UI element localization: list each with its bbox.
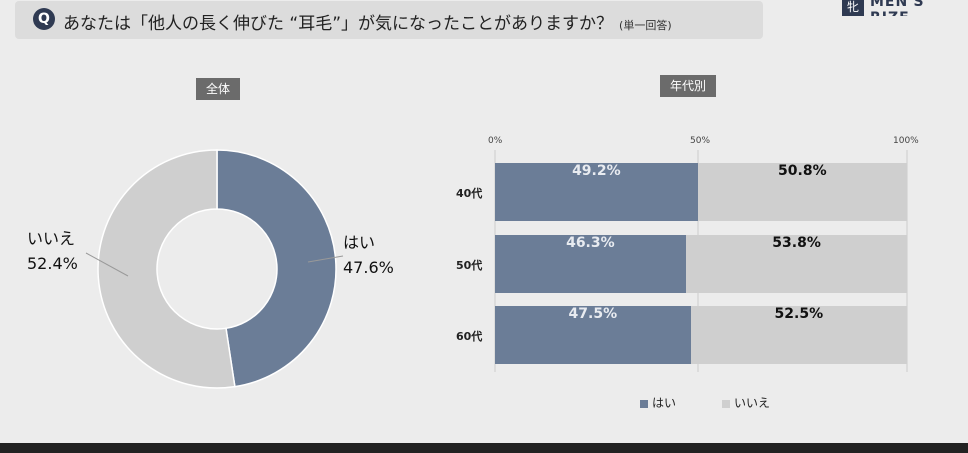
row-label-60s: 60代 [456, 330, 483, 343]
footer-bar [0, 443, 968, 453]
bar-label-no-2: 52.5% [774, 306, 824, 322]
leader-line-no [85, 252, 129, 277]
question-banner: Q あなたは「他人の長く伸びた “耳毛”」が気になったことがありますか？ (単一回… [15, 1, 763, 39]
bar-yes-2: 47.5% [495, 306, 691, 364]
slice-label-no-value: 52.4% [27, 254, 78, 273]
brand-logo: 牝 MEN'S RIZE [842, 0, 968, 16]
row-label-50s: 50代 [456, 259, 483, 272]
legend-yes-swatch [640, 399, 648, 408]
row-label-40s: 40代 [456, 187, 483, 200]
bar-no-0: 50.8% [697, 163, 907, 221]
bar-yes-1: 46.3% [495, 235, 686, 293]
legend-yes-label: はい [652, 396, 677, 410]
x-tick-100: 100% [893, 136, 919, 146]
question-body: あなたは「他人の長く伸びた “耳毛”」が気になったことがありますか？ [63, 14, 614, 34]
slice-label-yes-name: はい [343, 233, 376, 252]
slice-label-no-name: いいえ [27, 229, 76, 248]
legend-no-label: いいえ [734, 396, 771, 410]
x-tick-50: 50% [690, 136, 711, 146]
bar-label-no-1: 53.8% [772, 235, 821, 251]
question-badge: Q [33, 8, 55, 30]
legend-no-swatch [722, 399, 730, 408]
bar-no-1: 53.8% [685, 235, 908, 293]
bar-label-yes-0: 49.2% [572, 163, 621, 179]
bar-yes-0: 49.2% [495, 163, 698, 221]
brand-name: MEN'S RIZE [870, 0, 925, 16]
bar-label-yes-1: 46.3% [566, 235, 615, 251]
bar-no-2: 52.5% [690, 306, 907, 364]
question-note: (単一回答) [619, 19, 672, 32]
slice-label-yes: はい 47.6% [343, 230, 394, 280]
brand-mark: 牝 [842, 0, 864, 16]
donut-title: 全体 [196, 78, 241, 100]
bar-label-yes-2: 47.5% [568, 306, 618, 322]
bar-label-no-0: 50.8% [778, 163, 827, 179]
slice-label-no: いいえ 52.4% [27, 226, 78, 276]
question-text: あなたは「他人の長く伸びた “耳毛”」が気になったことがありますか？ (単一回答) [63, 9, 672, 34]
legend-yes: はい [640, 394, 676, 411]
legend-no: いいえ [722, 394, 770, 411]
leader-line-yes [307, 255, 344, 263]
donut-slice-yes [216, 149, 337, 388]
donut-slice-no [97, 149, 236, 389]
bar-chart-title: 年代別 [660, 75, 717, 97]
x-tick-0: 0% [488, 136, 503, 146]
slice-label-yes-value: 47.6% [343, 258, 394, 277]
